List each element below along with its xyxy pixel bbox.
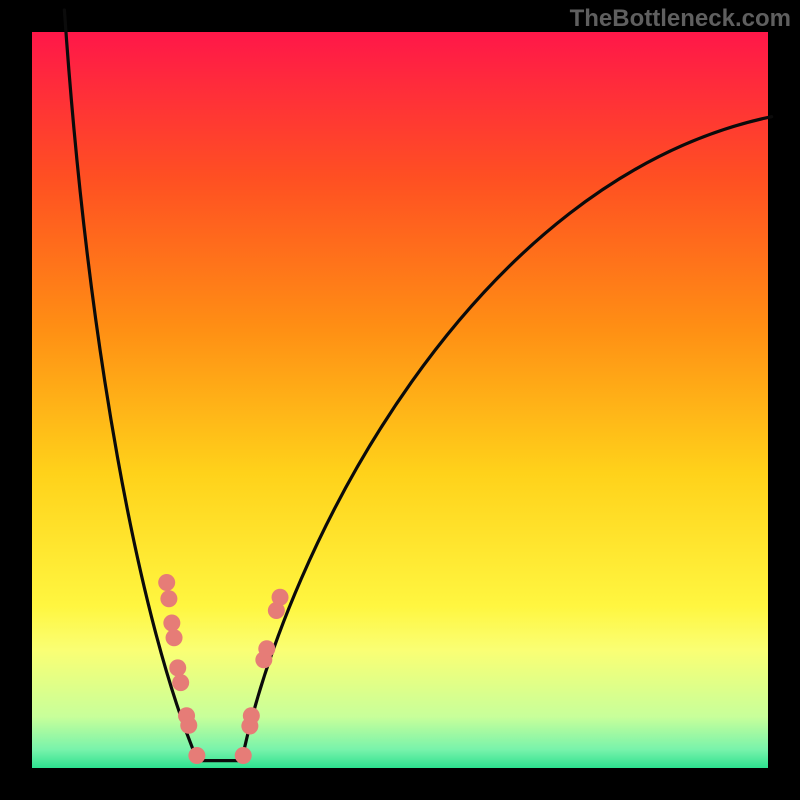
scatter-point [169,659,186,676]
scatter-point [158,574,175,591]
scatter-point [160,590,177,607]
scatter-point [258,640,275,657]
scatter-point [243,707,260,724]
chart-root: TheBottleneck.com [0,0,800,800]
v-curve [64,10,771,761]
scatter-point [163,615,180,632]
watermark-text: TheBottleneck.com [570,5,791,33]
scatter-point [166,629,183,646]
chart-svg [32,32,768,768]
scatter-point [272,589,289,606]
scatter-point [180,717,197,734]
scatter-point [172,674,189,691]
scatter-group [158,574,288,764]
plot-area [32,32,768,768]
scatter-point [235,747,252,764]
scatter-point [188,747,205,764]
